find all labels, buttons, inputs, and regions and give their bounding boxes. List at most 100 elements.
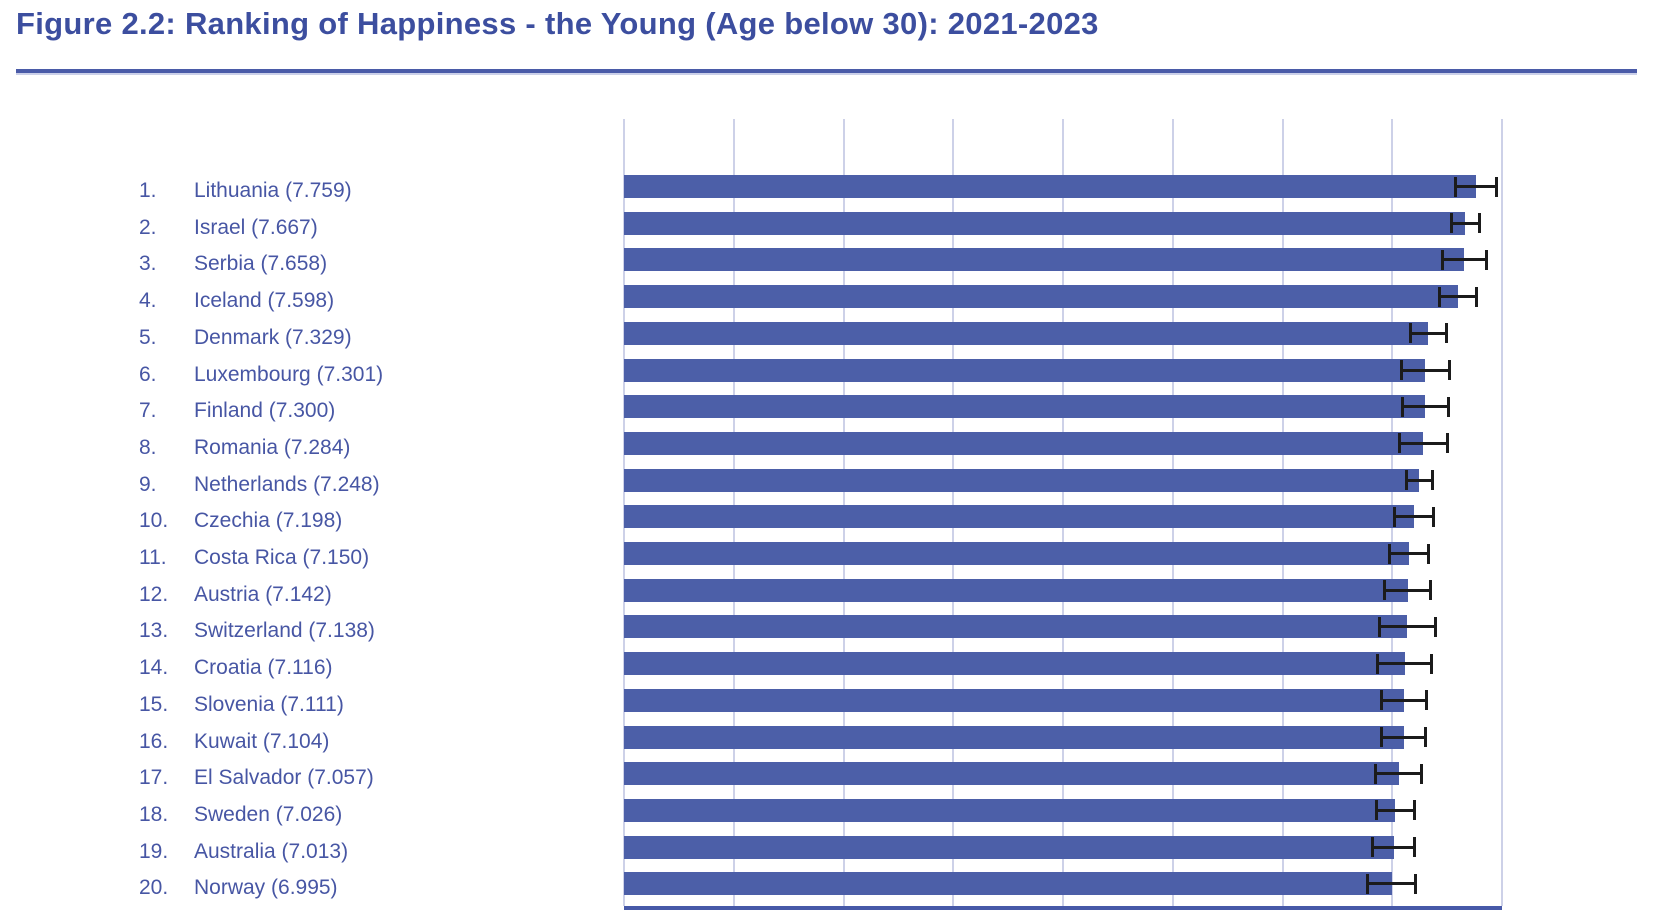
rank-label: 1. <box>139 179 157 202</box>
error-bar-cap-left <box>1397 433 1401 454</box>
bar <box>624 211 1466 235</box>
title-rule <box>16 69 1637 73</box>
rank-label: 5. <box>139 325 157 349</box>
error-bar-cap-left <box>1371 837 1375 858</box>
error-bar-cap-right <box>1424 727 1428 747</box>
error-bar-cap-right <box>1432 506 1436 527</box>
error-bar-cap-left <box>1366 873 1370 894</box>
x-axis-line <box>624 906 1502 910</box>
country-label: Romania (7.284) <box>194 435 351 459</box>
error-bar-cap-right <box>1433 616 1437 637</box>
country-label: Switzerland (7.138) <box>194 619 375 643</box>
error-bar-cap-left <box>1387 543 1391 564</box>
bar <box>624 615 1408 639</box>
rank-label: 14. <box>139 656 169 680</box>
rank-label: 8. <box>139 435 157 459</box>
country-label: Israel (7.667) <box>194 215 318 239</box>
error-bar-cap-left <box>1377 616 1381 637</box>
error-bar-cap-left <box>1399 360 1403 380</box>
bar <box>624 542 1409 565</box>
rank-label: 15. <box>139 692 169 716</box>
error-bar-cap-left <box>1373 763 1377 784</box>
country-label: Serbia (7.658) <box>194 252 328 276</box>
error-bar-line <box>1399 441 1448 445</box>
country-label: El Salvador (7.057) <box>194 766 374 790</box>
rank-label: 6. <box>139 362 157 386</box>
bar <box>624 578 1408 602</box>
error-bar-line <box>1376 808 1415 812</box>
plot-area <box>623 119 1503 910</box>
error-bar-line <box>1401 368 1450 372</box>
rank-label: 16. <box>139 729 169 753</box>
error-bar-cap-right <box>1430 470 1434 491</box>
error-bar-cap-right <box>1425 690 1429 711</box>
error-bar-cap-left <box>1374 800 1378 821</box>
rank-label: 10. <box>139 509 169 533</box>
error-bar-cap-left <box>1441 249 1444 270</box>
error-bar-line <box>1394 515 1434 519</box>
bar <box>624 798 1396 822</box>
error-bar-cap-right <box>1446 396 1450 417</box>
error-bar-line <box>1442 258 1487 262</box>
error-bar-cap-right <box>1412 800 1416 821</box>
error-bar-cap-right <box>1474 286 1478 307</box>
country-label: Slovenia (7.111) <box>194 692 344 716</box>
error-bar-line <box>1410 331 1447 335</box>
bar <box>624 321 1429 345</box>
x-gridline <box>1501 119 1503 906</box>
country-label: Czechia (7.198) <box>194 509 343 533</box>
country-label: Denmark (7.329) <box>194 325 352 349</box>
error-bar-cap-left <box>1392 506 1396 527</box>
error-bar-cap-right <box>1445 323 1449 344</box>
error-bar-cap-right <box>1484 249 1488 270</box>
bar <box>624 505 1414 529</box>
country-label: Lithuania (7.759) <box>194 179 352 202</box>
error-bar-cap-right <box>1414 873 1418 894</box>
error-bar-cap-left <box>1400 396 1404 417</box>
category-labels-column: 1. Lithuania (7.759) 2. Israel (7.667) 3. Ser… <box>0 0 624 910</box>
error-bar-line <box>1439 295 1477 299</box>
error-bar-line <box>1451 221 1480 225</box>
error-bar-cap-left <box>1405 470 1409 491</box>
error-bar-cap-left <box>1449 213 1453 234</box>
bar <box>624 688 1405 712</box>
country-label: Sweden (7.026) <box>194 802 343 826</box>
title-rule-shadow <box>16 73 1637 75</box>
error-bar-cap-left <box>1380 727 1384 747</box>
error-bar-line <box>1381 698 1427 702</box>
bar <box>624 835 1394 859</box>
country-label: Iceland (7.598) <box>194 289 335 313</box>
rank-label: 9. <box>139 472 157 496</box>
rank-label: 11. <box>139 546 167 569</box>
bar <box>624 285 1458 309</box>
error-bar-cap-left <box>1408 323 1412 344</box>
country-label: Australia (7.013) <box>194 839 349 863</box>
rank-label: 20. <box>139 876 169 900</box>
rank-label: 18. <box>139 802 169 826</box>
error-bar-line <box>1367 882 1416 886</box>
error-bar-cap-right <box>1447 360 1451 380</box>
bar <box>624 431 1424 455</box>
error-bar-cap-right <box>1420 763 1424 784</box>
country-label: Finland (7.300) <box>194 399 336 423</box>
bar <box>624 175 1476 198</box>
error-bar-cap-right <box>1494 176 1498 197</box>
bar <box>624 358 1426 382</box>
error-bar-line <box>1377 662 1432 666</box>
country-label: Netherlands (7.248) <box>194 472 380 496</box>
rank-label: 4. <box>139 289 157 313</box>
error-bar-cap-left <box>1453 176 1457 197</box>
error-bar-line <box>1455 185 1497 188</box>
bar <box>624 248 1465 272</box>
error-bar-cap-right <box>1478 213 1481 234</box>
bar <box>624 725 1404 749</box>
error-bar-line <box>1379 625 1436 629</box>
error-bar-line <box>1402 405 1449 409</box>
error-bar-cap-left <box>1383 580 1387 601</box>
rank-label: 3. <box>139 252 157 276</box>
rank-label: 12. <box>139 582 169 606</box>
error-bar-cap-right <box>1413 837 1417 858</box>
country-label: Luxembourg (7.301) <box>194 362 384 386</box>
